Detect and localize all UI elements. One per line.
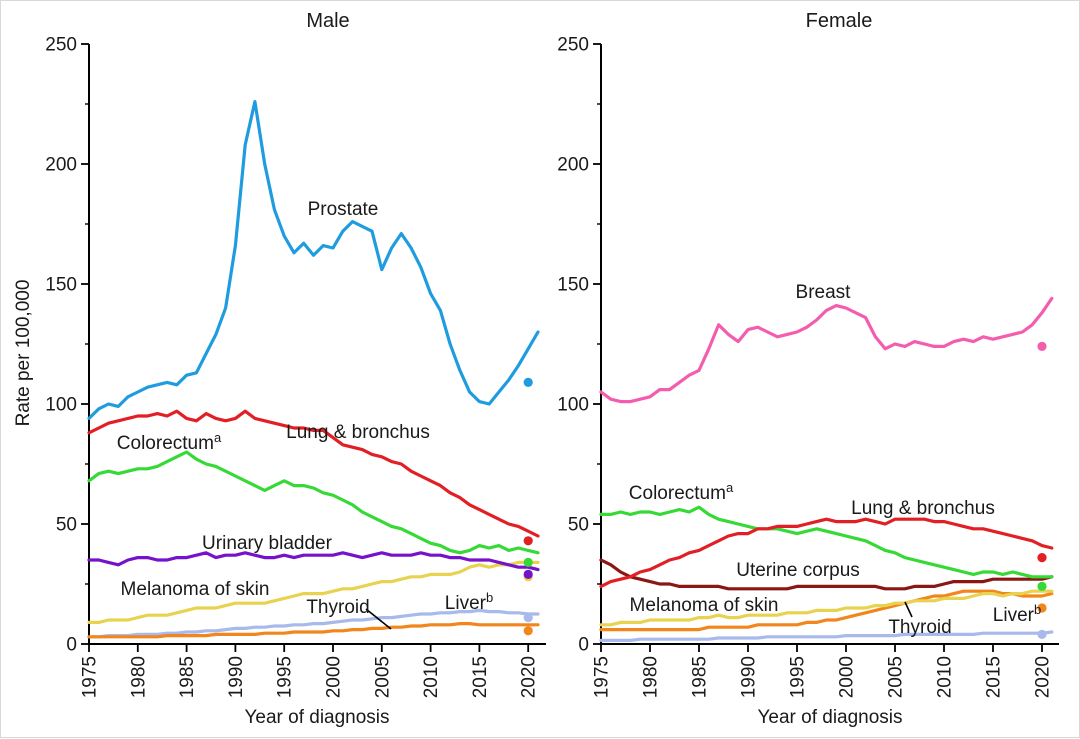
- male-y-tick-label: 200: [45, 155, 77, 176]
- series-line-lung-bronchus-female: [599, 517, 1054, 589]
- series-line-colorectum-male: [87, 450, 540, 555]
- female-chart-panel: 0 50 100 150 200 250 1975 1980 1985 1990 1995 2000 2…: [557, 35, 1059, 698]
- annotation-leader-thyroid-male: [365, 608, 392, 630]
- series-label-thyroid-male: Thyroid: [306, 597, 369, 618]
- series-line-thyroid-female: [599, 589, 1054, 632]
- series-label-prostate-male: Prostate: [308, 199, 379, 220]
- male-y-tick-label: 150: [45, 275, 77, 296]
- female-x-axis-title: Year of diagnosis: [757, 707, 902, 728]
- covid-2020-dot-liver-male: [523, 613, 533, 623]
- series-label-lung-bronchus-female: Lung & bronchus: [851, 498, 995, 519]
- series-line-uterine-corpus-female: [599, 558, 1054, 591]
- male-y-tick-label: 100: [45, 395, 77, 416]
- covid-2020-dot-colorectum-male: [523, 557, 533, 568]
- series-line-lung-bronchus-male: [87, 409, 540, 538]
- covid-2020-dot-urinary-bladder-male: [523, 569, 533, 580]
- female-y-tick-label: 200: [557, 155, 589, 176]
- series-label-uterine-corpus-female: Uterine corpus: [736, 560, 860, 581]
- annotation-leader-thyroid-female: [904, 601, 913, 618]
- covid-2020-dot-thyroid-male: [523, 626, 533, 636]
- female-y-tick-label: 250: [557, 35, 589, 56]
- female-x-tick-label: 1985: [690, 656, 711, 698]
- series-label-liver-male: Liverb: [445, 590, 493, 614]
- series-line-thyroid-male: [87, 621, 540, 639]
- covid-2020-dot-liver-female: [1037, 629, 1047, 640]
- covid-2020-dot-colorectum-female: [1037, 581, 1047, 592]
- female-x-tick-label: 1975: [592, 656, 613, 698]
- male-y-tick-label: 250: [45, 35, 77, 56]
- series-line-liver-female: [599, 630, 1054, 643]
- series-label-thyroid-female: Thyroid: [888, 617, 951, 638]
- series-label-colorectum-female: Colorectuma: [629, 480, 734, 504]
- series-label-liver-female: Liverb: [993, 602, 1041, 626]
- series-label-colorectum-male: Colorectuma: [117, 430, 222, 454]
- male-y-tick-label: 50: [56, 515, 77, 536]
- female-panel-title: Female: [806, 10, 873, 32]
- female-x-tick-label: 2000: [837, 656, 858, 698]
- male-x-tick-label: 2000: [324, 656, 345, 698]
- male-x-tick-label: 1985: [177, 656, 198, 698]
- series-line-melanoma-of-skin-female: [599, 589, 1054, 627]
- covid-2020-dot-thyroid-female: [1037, 603, 1047, 613]
- female-x-tick-label: 2020: [1033, 656, 1054, 698]
- series-line-breast-female: [599, 296, 1054, 404]
- male-panel-title: Male: [306, 10, 349, 32]
- covid-2020-dot-lung-bronchus-male: [523, 536, 533, 546]
- male-x-tick-label: 2020: [519, 656, 540, 698]
- female-x-tick-label: 2005: [886, 656, 907, 698]
- male-x-tick-label: 2015: [470, 656, 491, 698]
- male-y-tick-label: 0: [66, 635, 77, 656]
- male-chart-panel: 0 50 100 150 200 250 1975 1980 1985 1990 1995 2000 2…: [45, 35, 546, 698]
- male-x-tick-label: 1995: [275, 656, 296, 698]
- male-x-tick-label: 1990: [226, 656, 247, 698]
- female-y-tick-label: 50: [568, 515, 589, 536]
- male-x-tick-label: 1980: [128, 656, 149, 698]
- series-label-melanoma-of-skin-female: Melanoma of skin: [630, 595, 779, 616]
- female-y-tick-label: 150: [557, 275, 589, 296]
- covid-2020-dot-lung-bronchus-female: [1037, 553, 1047, 563]
- female-y-tick-label: 100: [557, 395, 589, 416]
- female-x-tick-label: 2010: [935, 656, 956, 698]
- female-x-tick-label: 2015: [984, 656, 1005, 698]
- male-x-tick-label: 1975: [80, 656, 101, 698]
- y-axis-title: Rate per 100,000: [13, 280, 34, 427]
- series-line-colorectum-female: [599, 505, 1054, 579]
- series-label-urinary-bladder-male: Urinary bladder: [202, 533, 333, 554]
- covid-2020-dot-prostate-male: [523, 377, 533, 387]
- male-x-tick-label: 2010: [421, 656, 442, 698]
- series-line-urinary-bladder-male: [87, 551, 540, 572]
- female-x-tick-label: 1990: [739, 656, 760, 698]
- series-label-lung-bronchus-male: Lung & bronchus: [286, 422, 430, 443]
- female-x-tick-label: 1980: [641, 656, 662, 698]
- series-label-breast-female: Breast: [796, 282, 852, 303]
- covid-2020-dot-breast-female: [1037, 341, 1047, 351]
- series-line-prostate-male: [87, 99, 540, 420]
- series-line-melanoma-of-skin-male: [87, 560, 540, 625]
- male-x-axis-title: Year of diagnosis: [244, 707, 389, 728]
- series-label-melanoma-of-skin-male: Melanoma of skin: [121, 579, 270, 600]
- female-y-tick-label: 0: [578, 635, 589, 656]
- female-x-tick-label: 1995: [788, 656, 809, 698]
- male-x-tick-label: 2005: [372, 656, 393, 698]
- series-line-liver-male: [87, 608, 540, 639]
